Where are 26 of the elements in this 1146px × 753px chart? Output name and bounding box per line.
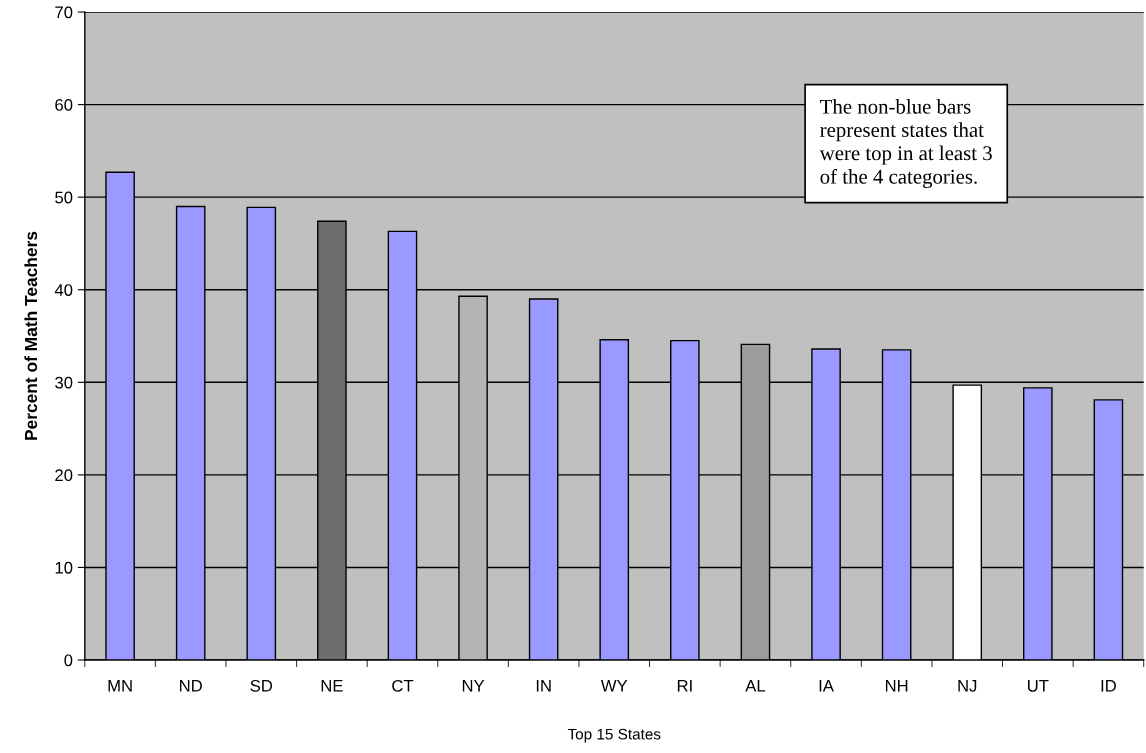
y-tick-label: 60 [55, 99, 73, 111]
y-tick-label: 40 [54, 284, 73, 296]
x-axis-title: Top 15 States [567, 728, 661, 743]
x-tick-label: ID [1101, 680, 1116, 692]
y-tick-label: 30 [55, 376, 73, 389]
x-tick-label: AL [745, 680, 766, 692]
y-tick-label: 10 [55, 561, 73, 574]
x-tick-label: NY [462, 680, 485, 692]
x-tick-label: IA [819, 680, 834, 692]
annotation: The non-blue bars represent states that were top in at least 3 of the 4 categories. [819, 99, 992, 189]
x-tick-label: NJ [958, 680, 977, 692]
x-tick-label: NH [885, 680, 908, 692]
y-tick-label: 20 [55, 469, 73, 482]
x-tick-label: MN [108, 680, 132, 692]
y-tick-label: 70 [55, 6, 73, 19]
y-tick-label: 50 [55, 191, 73, 204]
y-axis-title: Percent of Math Teachers [24, 231, 38, 440]
x-tick-label: WY [600, 680, 628, 692]
y-tick-label: 0 [64, 654, 73, 667]
x-tick-label: IN [536, 680, 551, 692]
x-tick-label: RI [677, 680, 692, 692]
x-tick-label: SD [250, 679, 273, 692]
x-tick-label: UT [1028, 680, 1049, 692]
x-tick-label: CT [392, 679, 414, 692]
x-tick-label: NE [321, 680, 343, 692]
x-tick-label: ND [180, 680, 202, 692]
